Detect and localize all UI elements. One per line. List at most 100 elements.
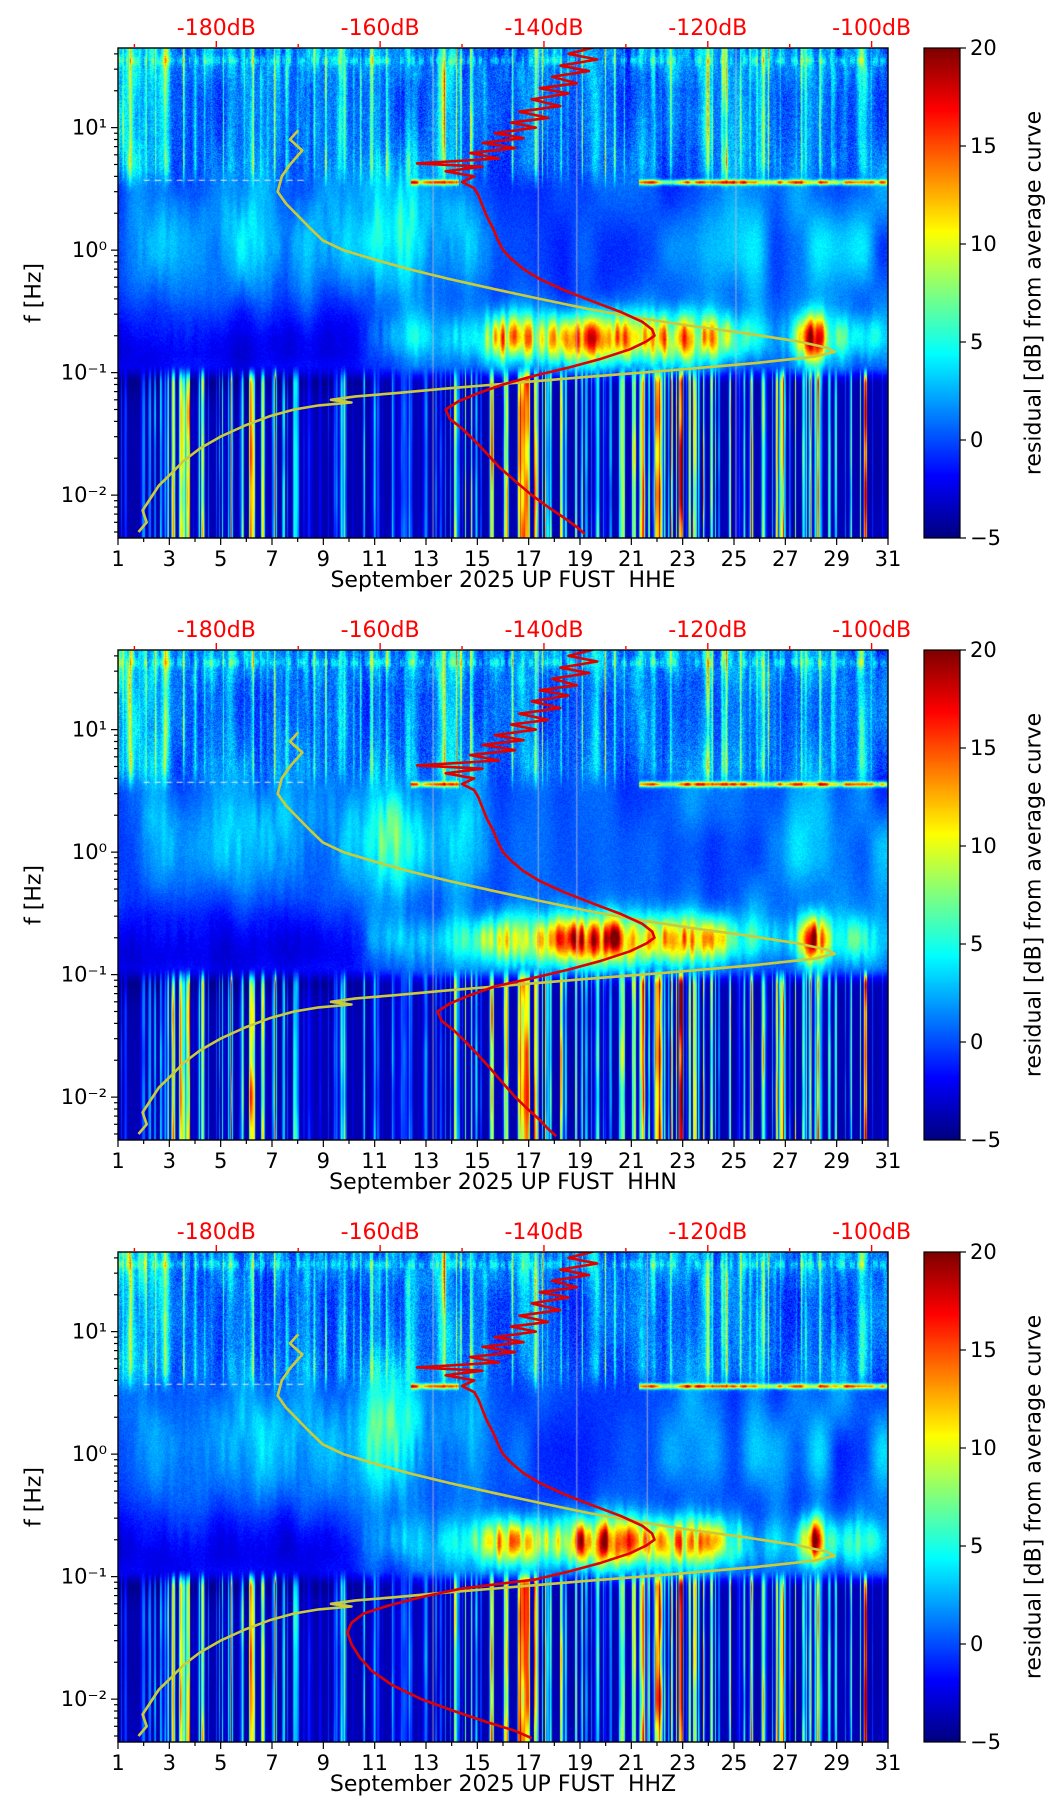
x-tick-label: 15	[464, 547, 491, 571]
y-tick-label: 10¹	[72, 116, 107, 140]
x-tick-label: 25	[721, 1149, 748, 1173]
x-tick-label: 19	[567, 547, 594, 571]
yellow-reference-curve	[137, 1333, 837, 1737]
y-tick-label: 10⁰	[72, 840, 107, 864]
x-tick-label: 25	[721, 547, 748, 571]
x-tick-label: 3	[163, 1751, 176, 1775]
top-db-label: -120dB	[668, 16, 747, 41]
spectrogram-panel-hhz: 1 3 5 7 9 11 13 15 17 19 21 23 25 27 29 31 10¹ 10⁰ 10⁻¹ 10⁻…	[0, 1204, 1052, 1806]
y-tick-label: 10⁻²	[61, 1687, 107, 1711]
x-tick-label: 7	[265, 1149, 278, 1173]
red-psd-curve	[415, 650, 656, 1138]
colorbar-label: residual [dB] from average curve	[1021, 1314, 1047, 1680]
x-tick-label: 21	[618, 1149, 645, 1173]
y-tick-label: 10¹	[72, 718, 107, 742]
x-tick-label: 13	[413, 1751, 440, 1775]
x-tick-label: 15	[464, 1751, 491, 1775]
y-tick-label: 10⁻²	[61, 1085, 107, 1109]
x-tick-label: 3	[163, 547, 176, 571]
x-tick-label: 15	[464, 1149, 491, 1173]
top-db-label: -160dB	[341, 618, 420, 643]
colorbar-tick-label: 0	[970, 1632, 983, 1656]
colorbar-tick-label: 10	[970, 1436, 997, 1460]
top-db-label: -180dB	[177, 618, 256, 643]
x-tick-label: 13	[413, 1149, 440, 1173]
x-tick-label: 17	[515, 1149, 542, 1173]
y-tick-label: 10⁰	[72, 238, 107, 262]
axes-overlay: 1 3 5 7 9 11 13 15 17 19 21 23 25 27 29 3110¹10⁰10⁻¹10⁻…	[61, 618, 1001, 1173]
colorbar-ticks	[960, 1251, 966, 1743]
x-tick-label: 23	[669, 1149, 696, 1173]
x-tick-label: 1	[111, 1149, 124, 1173]
yellow-reference-curve	[137, 731, 837, 1135]
colorbar-tick-label: 5	[970, 1534, 983, 1558]
colorbar-tick-label: −5	[970, 1730, 1001, 1754]
top-db-label: -120dB	[668, 1220, 747, 1245]
x-tick-label: 1	[111, 547, 124, 571]
spectrogram-heatmap	[118, 650, 888, 1140]
x-tick-label: 9	[317, 1149, 330, 1173]
colorbar-frame	[923, 649, 961, 1141]
x-tick-label: 19	[567, 1751, 594, 1775]
y-ticks	[111, 1257, 118, 1737]
x-tick-label: 29	[823, 1149, 850, 1173]
top-db-label: -160dB	[341, 1220, 420, 1245]
y-axis-label: f [Hz]	[21, 1467, 47, 1527]
top-db-label: -100dB	[832, 1220, 911, 1245]
colorbar-tick-label: 5	[970, 330, 983, 354]
colorbar-gradient	[924, 650, 960, 1140]
colorbar-tick-label: −5	[970, 1128, 1001, 1152]
x-tick-label: 25	[721, 1751, 748, 1775]
top-db-ticks	[133, 643, 873, 650]
x-tick-label: 7	[265, 547, 278, 571]
x-tick-label: 31	[875, 1751, 902, 1775]
y-ticks	[111, 53, 118, 533]
plot-frame	[117, 649, 889, 1141]
x-tick-label: 31	[875, 1149, 902, 1173]
x-axis-label: September 2025 UP FUST HHZ	[329, 1772, 677, 1797]
top-db-label: -140dB	[504, 1220, 583, 1245]
x-tick-label: 29	[823, 547, 850, 571]
x-tick-label: 23	[669, 547, 696, 571]
spectrogram-panel-hhn: 1 3 5 7 9 11 13 15 17 19 21 23 25 27 29 31 10¹ 10⁰ 10⁻¹ 10⁻…	[0, 602, 1052, 1204]
red-psd-curve	[415, 48, 656, 536]
y-tick-label: 10⁻¹	[61, 963, 107, 987]
colorbar-frame	[923, 47, 961, 539]
x-tick-label: 29	[823, 1751, 850, 1775]
colorbar-tick-label: 15	[970, 134, 997, 158]
x-tick-label: 1	[111, 1751, 124, 1775]
colorbar-frame	[923, 1251, 961, 1743]
x-tick-label: 21	[618, 547, 645, 571]
plot-frame	[117, 1251, 889, 1743]
x-tick-label: 21	[618, 1751, 645, 1775]
colorbar-tick-label: 15	[970, 736, 997, 760]
x-tick-label: 9	[317, 1751, 330, 1775]
x-tick-label: 27	[772, 1751, 799, 1775]
x-tick-label: 31	[875, 547, 902, 571]
x-tick-label: 3	[163, 1149, 176, 1173]
top-db-label: -100dB	[832, 16, 911, 41]
top-db-label: -100dB	[832, 618, 911, 643]
colorbar-tick-label: 15	[970, 1338, 997, 1362]
top-db-label: -120dB	[668, 618, 747, 643]
x-tick-label: 5	[214, 547, 227, 571]
x-tick-label: 5	[214, 1149, 227, 1173]
colorbar-tick-label: 20	[970, 638, 997, 662]
colorbar-label: residual [dB] from average curve	[1021, 110, 1047, 476]
top-db-ticks	[133, 1245, 873, 1252]
x-tick-label: 13	[413, 547, 440, 571]
x-tick-label: 7	[265, 1751, 278, 1775]
colorbar-tick-label: −5	[970, 526, 1001, 550]
top-db-ticks	[133, 41, 873, 48]
y-axis-label: f [Hz]	[21, 865, 47, 925]
colorbar-gradient	[924, 48, 960, 538]
spectrogram-panel-hhe: 1 3 5 7 9 11 13 15 17 19 21 23 25 27 29 31 10¹ 10⁰ 10⁻¹ 10⁻…	[0, 0, 1052, 602]
top-db-label: -140dB	[504, 618, 583, 643]
x-tick-label: 23	[669, 1751, 696, 1775]
axes-overlay: 1 3 5 7 9 11 13 15 17 19 21 23 25 27 29 3110¹10⁰10⁻¹10⁻…	[61, 1220, 1001, 1775]
yellow-reference-curve	[137, 129, 837, 533]
x-axis-label: September 2025 UP FUST HHN	[329, 1170, 677, 1195]
y-axis-label: f [Hz]	[21, 263, 47, 323]
top-db-label: -180dB	[177, 1220, 256, 1245]
